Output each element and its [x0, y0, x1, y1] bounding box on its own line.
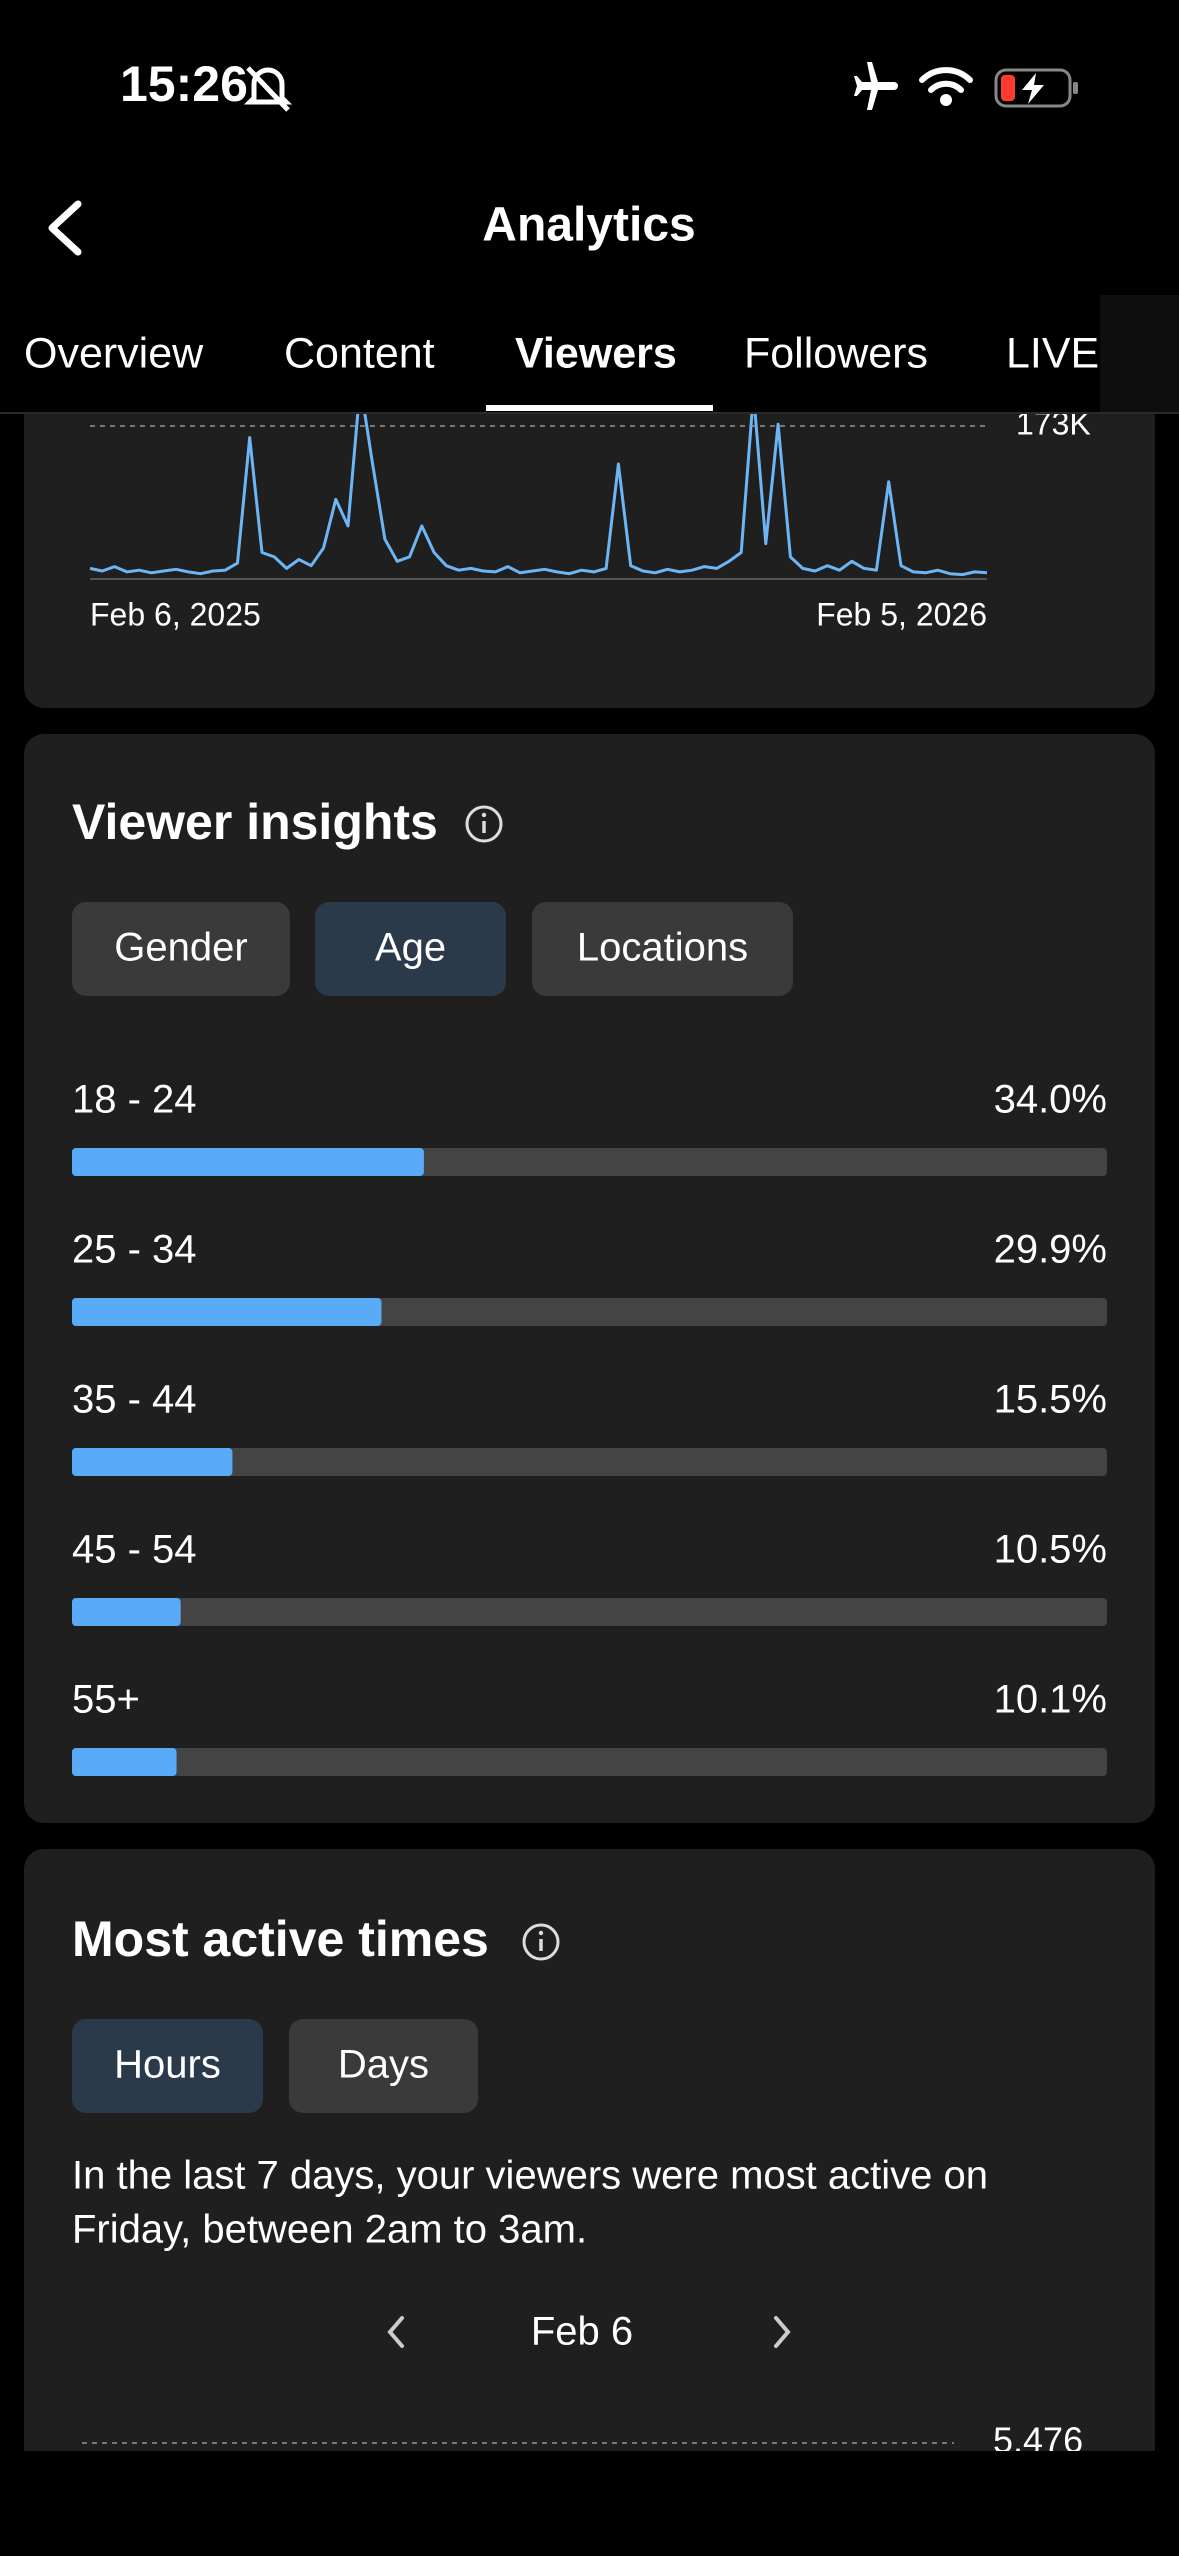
percent-label: 10.5% — [994, 1528, 1107, 1572]
summary-text: Friday, between 2am to 3am. — [72, 2208, 587, 2252]
percent-label: 15.5% — [994, 1378, 1107, 1422]
tab[interactable]: Viewers — [515, 329, 677, 377]
percent-label: 10.1% — [994, 1678, 1107, 1722]
card — [24, 734, 1155, 1823]
next-button[interactable] — [774, 2316, 791, 2348]
filter-pill[interactable] — [72, 2019, 263, 2113]
filter-label[interactable]: Gender — [114, 926, 247, 970]
card-title: Most active times — [72, 1911, 489, 1967]
bar — [72, 1148, 424, 1176]
wifi-icon — [919, 67, 973, 106]
bottom-bar — [0, 2451, 1179, 2556]
info-icon[interactable] — [465, 805, 503, 843]
percent-label: 34.0% — [994, 1078, 1107, 1122]
header-bg — [0, 0, 1179, 413]
x-tick-label: Feb 6, 2025 — [90, 596, 261, 632]
age-label: 45 - 54 — [72, 1528, 197, 1572]
header: 15:26 Analytics Overview Content Viewers Fo… — [0, 0, 1179, 414]
battery-icon — [994, 68, 1078, 108]
age-label: 25 - 34 — [72, 1228, 197, 1272]
age-label: 18 - 24 — [72, 1078, 197, 1122]
info-icon — [538, 1930, 544, 1936]
filter-pill[interactable] — [72, 902, 290, 996]
line-series — [89, 382, 988, 577]
summary-text: In the last 7 days, your viewers were mo… — [72, 2154, 988, 2198]
card — [24, 1849, 1155, 2489]
bar — [72, 1598, 181, 1626]
status-time: 15:26 — [120, 56, 248, 112]
bar-track — [72, 1598, 1107, 1626]
bar — [72, 1448, 233, 1476]
filter-label[interactable]: Locations — [577, 926, 748, 970]
x-tick-label: Feb 5, 2026 — [816, 596, 987, 632]
bar-track — [72, 1748, 1107, 1776]
bar — [72, 1748, 177, 1776]
back-button[interactable] — [48, 200, 82, 256]
info-icon — [481, 812, 487, 818]
bar — [72, 1298, 382, 1326]
filter-pill[interactable] — [315, 902, 506, 996]
filter-pill[interactable] — [289, 2019, 478, 2113]
header-title: Analytics — [482, 199, 695, 252]
tab[interactable]: LIVE — [1006, 329, 1099, 377]
airplane-icon — [854, 62, 898, 110]
tab-fade — [1100, 295, 1179, 413]
silent-icon — [243, 66, 293, 112]
tab[interactable]: Overview — [24, 329, 204, 377]
info-icon[interactable] — [522, 1923, 560, 1961]
filter-label[interactable]: Hours — [114, 2043, 221, 2087]
age-label: 55+ — [72, 1678, 140, 1722]
date-label: Feb 6 — [531, 2310, 633, 2354]
bar-track — [72, 1448, 1107, 1476]
filter-pill[interactable] — [532, 902, 793, 996]
age-label: 35 - 44 — [72, 1378, 197, 1422]
filter-label[interactable]: Days — [338, 2043, 429, 2087]
filter-label[interactable]: Age — [375, 926, 446, 970]
tab[interactable]: Followers — [744, 329, 928, 377]
card-title: Viewer insights — [72, 794, 438, 850]
tab-underline — [486, 405, 713, 411]
prev-button[interactable] — [387, 2316, 404, 2348]
tab[interactable]: Content — [284, 329, 435, 377]
percent-label: 29.9% — [994, 1228, 1107, 1272]
